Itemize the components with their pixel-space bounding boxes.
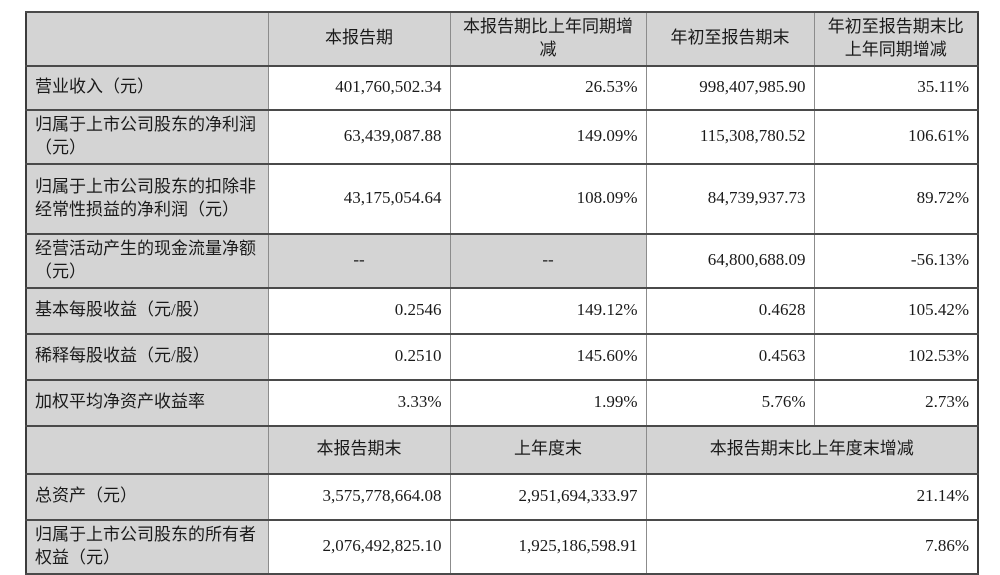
cell-prev-year-end: 1,925,186,598.91 (449, 518, 647, 575)
row-label: 归属于上市公司股东的净利润（元） (25, 108, 269, 165)
cell-current-yoy: 149.12% (449, 286, 647, 335)
row-label: 营业收入（元） (25, 64, 269, 111)
table-row-diluted-eps: 稀释每股收益（元/股） 0.2510 145.60% 0.4563 102.53… (25, 332, 979, 381)
header-current-period: 本报告期 (267, 11, 451, 67)
cell-current: 3.33% (267, 378, 451, 427)
header-empty-corner-2 (25, 424, 269, 475)
cell-ytd-yoy: 2.73% (813, 378, 979, 427)
table-row-weighted-avg-roe: 加权平均净资产收益率 3.33% 1.99% 5.76% 2.73% (25, 378, 979, 427)
cell-ytd-yoy: 105.42% (813, 286, 979, 335)
row-label: 经营活动产生的现金流量净额（元） (25, 232, 269, 289)
cell-current: 63,439,087.88 (267, 108, 451, 165)
row-label: 归属于上市公司股东的所有者权益（元） (25, 518, 269, 575)
cell-current-yoy: 1.99% (449, 378, 647, 427)
cell-ytd-yoy: 35.11% (813, 64, 979, 111)
cell-current-yoy: 145.60% (449, 332, 647, 381)
cell-ytd: 0.4628 (645, 286, 815, 335)
cell-change: 7.86% (645, 518, 979, 575)
table-row-operating-cash-flow: 经营活动产生的现金流量净额（元） -- -- 64,800,688.09 -56… (25, 232, 979, 289)
cell-current: 0.2546 (267, 286, 451, 335)
cell-period-end: 2,076,492,825.10 (267, 518, 451, 575)
cell-ytd-yoy: 102.53% (813, 332, 979, 381)
header-current-period-yoy: 本报告期比上年同期增减 (449, 11, 647, 67)
cell-current-yoy: 108.09% (449, 162, 647, 235)
cell-current-yoy: 26.53% (449, 64, 647, 111)
row-label: 总资产（元） (25, 472, 269, 521)
cell-current: 43,175,054.64 (267, 162, 451, 235)
header-prev-year-end: 上年度末 (449, 424, 647, 475)
table-row-total-assets: 总资产（元） 3,575,778,664.08 2,951,694,333.97… (25, 472, 979, 521)
table-row-basic-eps: 基本每股收益（元/股） 0.2546 149.12% 0.4628 105.42… (25, 286, 979, 335)
header-ytd-yoy: 年初至报告期末比上年同期增减 (813, 11, 979, 67)
header-period-end-change: 本报告期末比上年度末增减 (645, 424, 979, 475)
header-period-end: 本报告期末 (267, 424, 451, 475)
cell-current-dash: -- (267, 232, 451, 289)
header-row-balance: 本报告期末 上年度末 本报告期末比上年度末增减 (25, 424, 979, 475)
table-row-revenue: 营业收入（元） 401,760,502.34 26.53% 998,407,98… (25, 64, 979, 111)
cell-ytd-yoy: 89.72% (813, 162, 979, 235)
cell-prev-year-end: 2,951,694,333.97 (449, 472, 647, 521)
financial-summary-table: 本报告期 本报告期比上年同期增减 年初至报告期末 年初至报告期末比上年同期增减 … (25, 11, 979, 575)
row-label: 稀释每股收益（元/股） (25, 332, 269, 381)
row-label: 归属于上市公司股东的扣除非经常性损益的净利润（元） (25, 162, 269, 235)
cell-current: 0.2510 (267, 332, 451, 381)
cell-ytd: 64,800,688.09 (645, 232, 815, 289)
row-label: 基本每股收益（元/股） (25, 286, 269, 335)
header-ytd: 年初至报告期末 (645, 11, 815, 67)
header-row-period: 本报告期 本报告期比上年同期增减 年初至报告期末 年初至报告期末比上年同期增减 (25, 11, 979, 67)
table-row-net-profit: 归属于上市公司股东的净利润（元） 63,439,087.88 149.09% 1… (25, 108, 979, 165)
header-empty-corner (25, 11, 269, 67)
cell-ytd: 84,739,937.73 (645, 162, 815, 235)
cell-ytd: 0.4563 (645, 332, 815, 381)
cell-ytd: 115,308,780.52 (645, 108, 815, 165)
row-label: 加权平均净资产收益率 (25, 378, 269, 427)
table-row-net-profit-excl-nonrecurring: 归属于上市公司股东的扣除非经常性损益的净利润（元） 43,175,054.64 … (25, 162, 979, 235)
cell-current: 401,760,502.34 (267, 64, 451, 111)
table-row-shareholders-equity: 归属于上市公司股东的所有者权益（元） 2,076,492,825.10 1,92… (25, 518, 979, 575)
cell-ytd: 5.76% (645, 378, 815, 427)
cell-current-yoy: 149.09% (449, 108, 647, 165)
cell-current-yoy-dash: -- (449, 232, 647, 289)
cell-ytd: 998,407,985.90 (645, 64, 815, 111)
cell-change: 21.14% (645, 472, 979, 521)
cell-ytd-yoy: 106.61% (813, 108, 979, 165)
cell-period-end: 3,575,778,664.08 (267, 472, 451, 521)
cell-ytd-yoy: -56.13% (813, 232, 979, 289)
